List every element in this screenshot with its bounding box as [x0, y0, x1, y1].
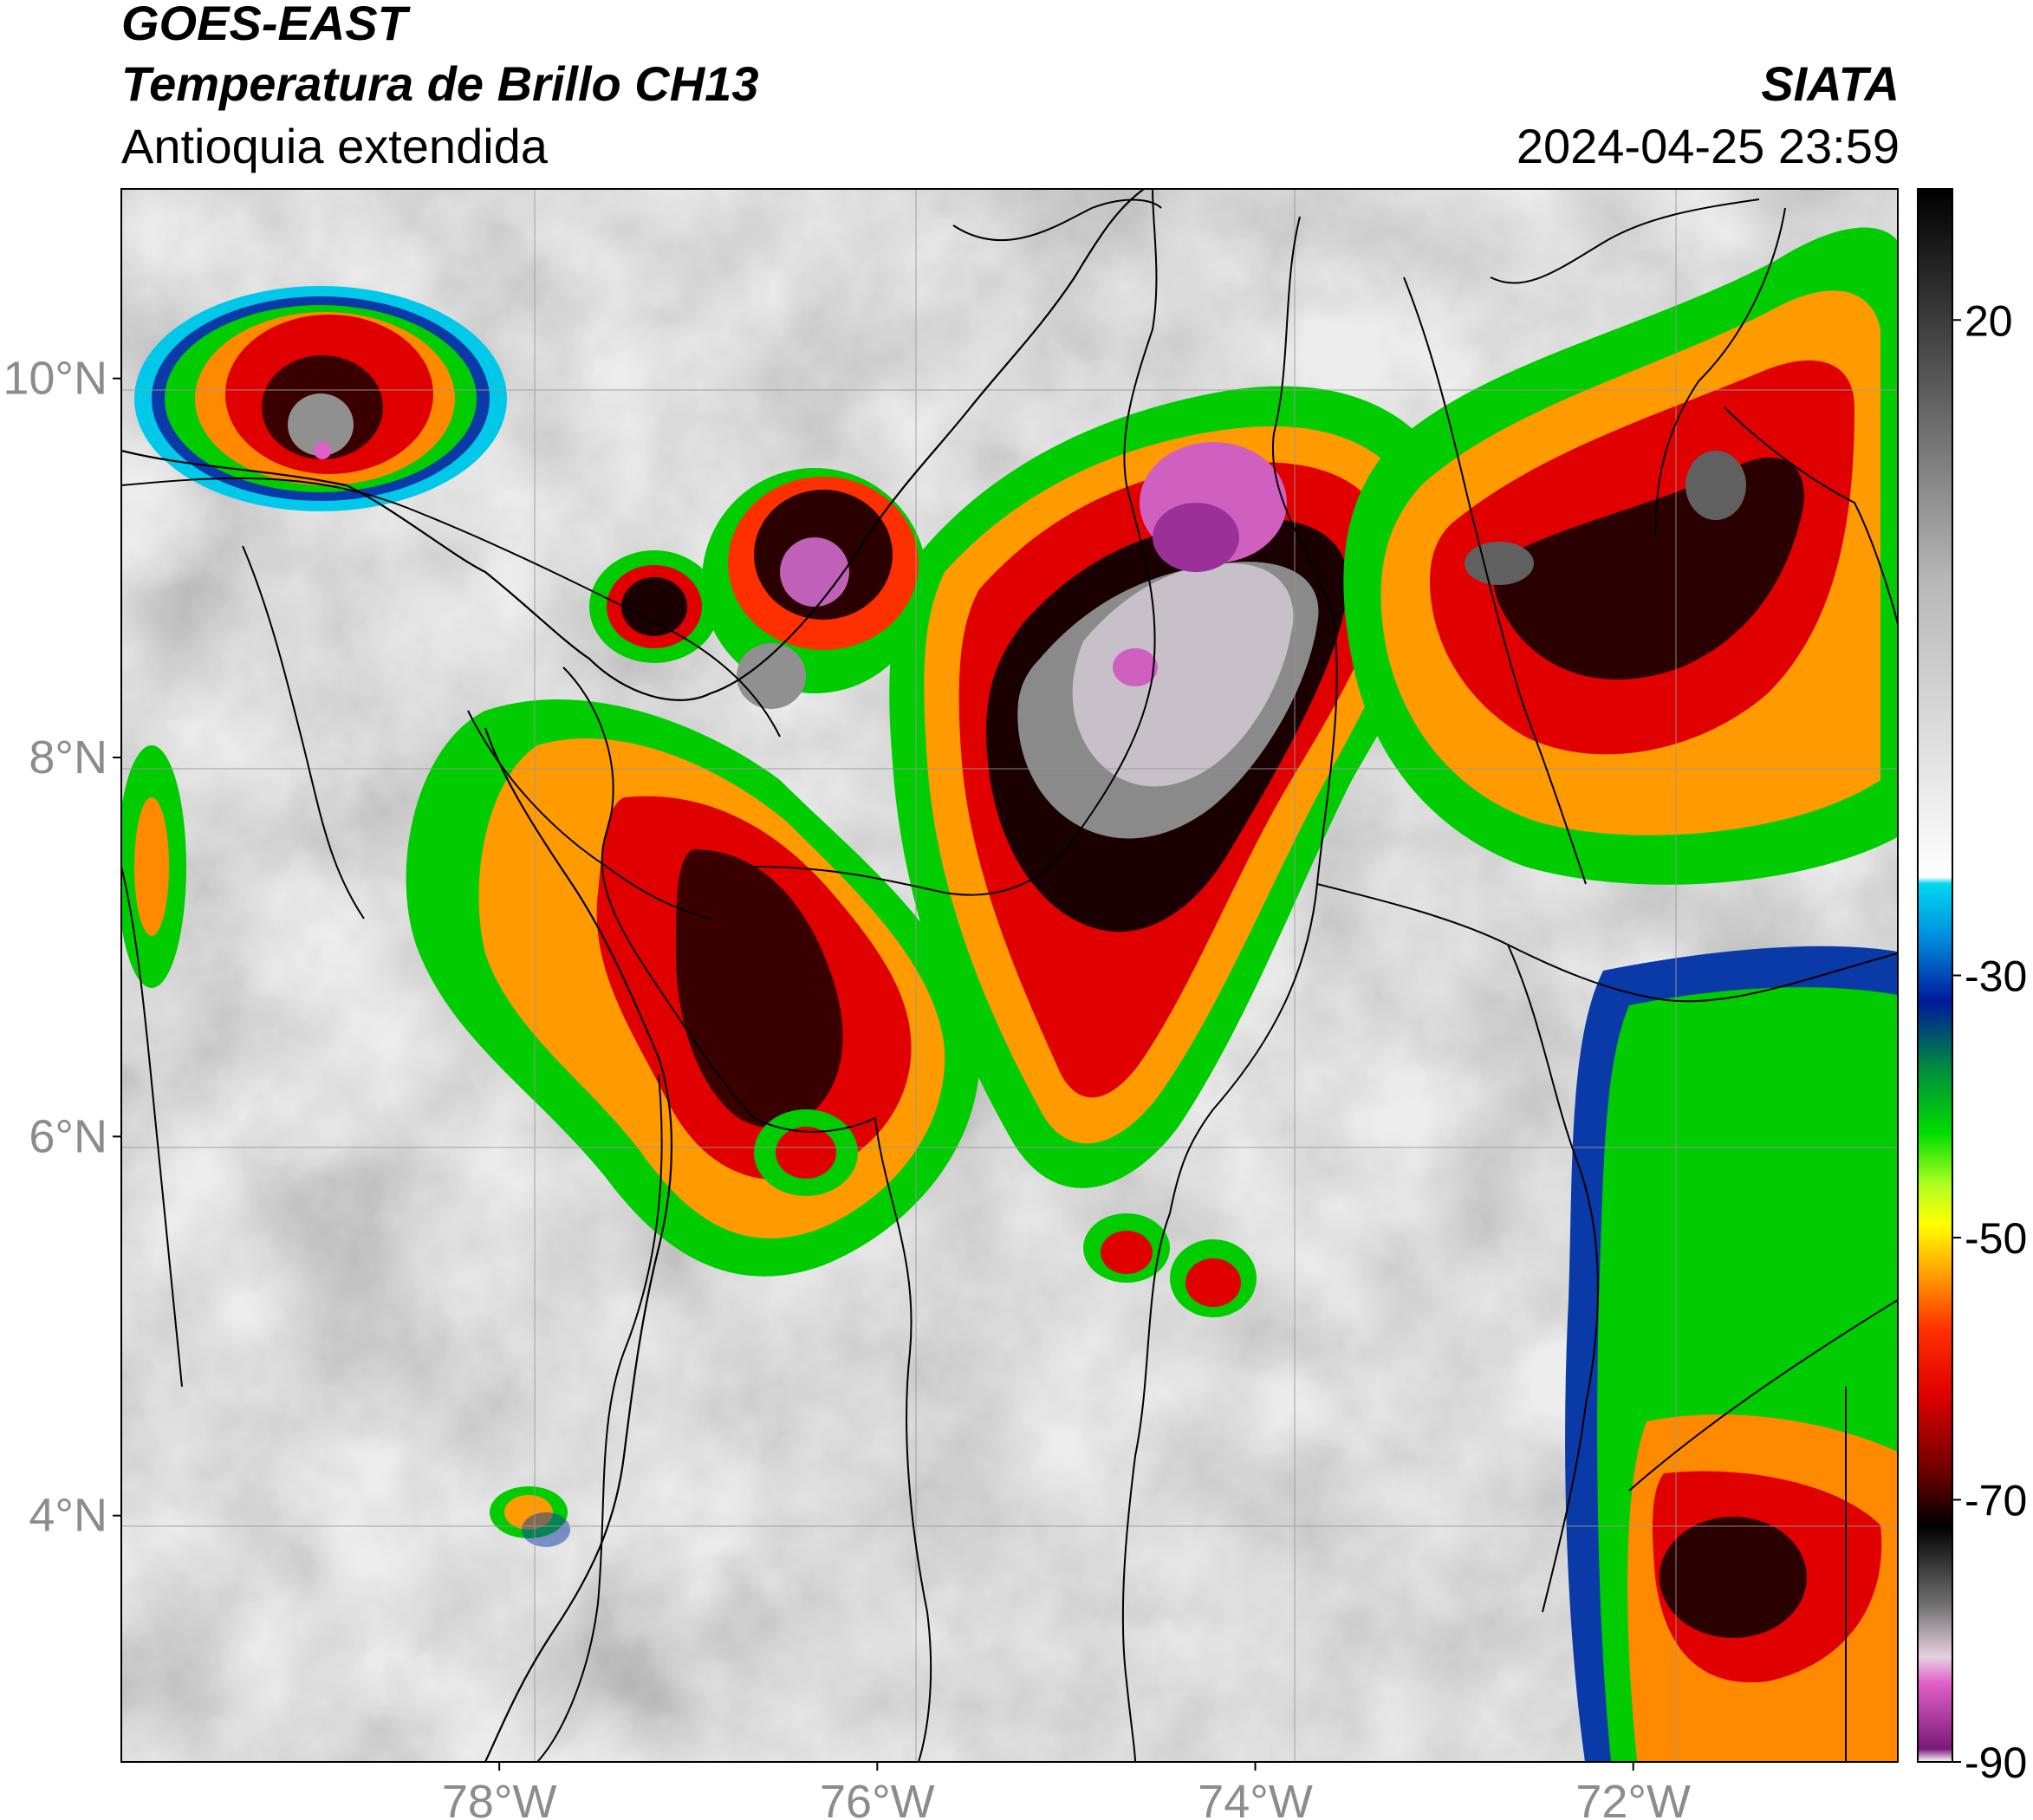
coastline-caribbean: [121, 189, 1145, 701]
storm-cell-urabá: [589, 468, 927, 709]
lon-tick-label: 76°W: [820, 1776, 935, 1820]
lat-tick-label: 6°N: [29, 1110, 107, 1162]
colorbar-tick-label: -70: [1965, 1477, 2027, 1525]
colorbar-tick-label: -50: [1965, 1214, 2027, 1263]
colorbar-tick-label: -90: [1965, 1739, 2027, 1787]
lat-tick-label: 10°N: [3, 353, 107, 405]
satellite-title: GOES-EAST: [121, 0, 407, 50]
lon-tick-label: 74°W: [1198, 1776, 1313, 1820]
timestamp-label: 2024-04-25 23:59: [1516, 119, 1900, 173]
lon-tick-label: 78°W: [442, 1776, 557, 1820]
administrative-borders: [121, 189, 1898, 1762]
colorbar-ramp: [1917, 188, 1953, 1763]
storm-cell-northeast: [1343, 227, 1898, 885]
colorbar-tick-label: -30: [1965, 952, 2027, 1001]
lat-tick-label: 8°N: [29, 731, 107, 783]
map-frame: [120, 188, 1899, 1763]
storm-cell-southeast: [1565, 946, 1898, 1762]
colorbar-ticks: 20 -30 -50 -70 -90: [1952, 296, 2027, 1787]
storm-cell-northwest: [134, 286, 507, 511]
longitude-axis: 78°W 76°W 74°W 72°W: [442, 1762, 1691, 1820]
lon-tick-label: 72°W: [1575, 1776, 1691, 1820]
organization-label: SIATA: [1761, 56, 1900, 111]
colorbar-tick-label: 20: [1965, 296, 2013, 345]
product-title: Temperatura de Brillo CH13: [121, 56, 759, 111]
map-area: [121, 189, 1898, 1762]
lat-tick-label: 4°N: [29, 1490, 107, 1542]
gridlines: [121, 189, 1898, 1762]
colorbar: 20 -30 -50 -70 -90: [1917, 188, 2027, 1787]
small-storm-cells: [121, 745, 1257, 1547]
region-subtitle: Antioquia extendida: [121, 119, 548, 173]
coastline-pacific: [484, 727, 673, 1762]
latitude-axis: 10°N 8°N 6°N 4°N: [3, 353, 121, 1542]
